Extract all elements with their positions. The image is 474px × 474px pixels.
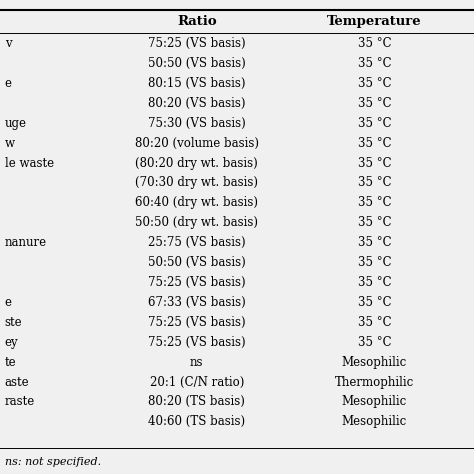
Text: Mesophilic: Mesophilic [342,395,407,409]
Text: 35 °C: 35 °C [358,276,391,289]
Text: 35 °C: 35 °C [358,117,391,130]
Text: 35 °C: 35 °C [358,137,391,150]
Text: ey: ey [5,336,18,349]
Text: e: e [5,77,12,90]
Text: 35 °C: 35 °C [358,196,391,210]
Text: Mesophilic: Mesophilic [342,356,407,369]
Text: uge: uge [5,117,27,130]
Text: 35 °C: 35 °C [358,336,391,349]
Text: ste: ste [5,316,22,329]
Text: 35 °C: 35 °C [358,176,391,190]
Text: 35 °C: 35 °C [358,256,391,269]
Text: 75:25 (VS basis): 75:25 (VS basis) [148,37,246,50]
Text: 50:50 (VS basis): 50:50 (VS basis) [148,57,246,70]
Text: 75:25 (VS basis): 75:25 (VS basis) [148,316,246,329]
Text: w: w [5,137,15,150]
Text: 35 °C: 35 °C [358,236,391,249]
Text: 75:30 (VS basis): 75:30 (VS basis) [148,117,246,130]
Text: 40:60 (TS basis): 40:60 (TS basis) [148,415,245,428]
Text: 67:33 (VS basis): 67:33 (VS basis) [148,296,246,309]
Text: Thermophilic: Thermophilic [335,375,414,389]
Text: 75:25 (VS basis): 75:25 (VS basis) [148,336,246,349]
Text: 75:25 (VS basis): 75:25 (VS basis) [148,276,246,289]
Text: (70:30 dry wt. basis): (70:30 dry wt. basis) [135,176,258,190]
Text: 35 °C: 35 °C [358,216,391,229]
Text: 35 °C: 35 °C [358,77,391,90]
Text: ns: ns [190,356,203,369]
Text: 80:20 (TS basis): 80:20 (TS basis) [148,395,245,409]
Text: v: v [5,37,11,50]
Text: 80:20 (VS basis): 80:20 (VS basis) [148,97,246,110]
Text: 35 °C: 35 °C [358,156,391,170]
Text: 80:15 (VS basis): 80:15 (VS basis) [148,77,246,90]
Text: 35 °C: 35 °C [358,316,391,329]
Text: 25:75 (VS basis): 25:75 (VS basis) [148,236,246,249]
Text: raste: raste [5,395,35,409]
Text: ns: not specified.: ns: not specified. [5,457,101,467]
Text: Ratio: Ratio [177,15,217,28]
Text: 20:1 (C/N ratio): 20:1 (C/N ratio) [149,375,244,389]
Text: aste: aste [5,375,29,389]
Text: nanure: nanure [5,236,47,249]
Text: 50:50 (VS basis): 50:50 (VS basis) [148,256,246,269]
Text: le waste: le waste [5,156,54,170]
Text: 35 °C: 35 °C [358,97,391,110]
Text: 60:40 (dry wt. basis): 60:40 (dry wt. basis) [135,196,258,210]
Text: e: e [5,296,12,309]
Text: Temperature: Temperature [327,15,422,28]
Text: te: te [5,356,17,369]
Text: 50:50 (dry wt. basis): 50:50 (dry wt. basis) [135,216,258,229]
Text: 80:20 (volume basis): 80:20 (volume basis) [135,137,259,150]
Text: 35 °C: 35 °C [358,296,391,309]
Text: (80:20 dry wt. basis): (80:20 dry wt. basis) [136,156,258,170]
Text: 35 °C: 35 °C [358,57,391,70]
Text: Mesophilic: Mesophilic [342,415,407,428]
Text: 35 °C: 35 °C [358,37,391,50]
